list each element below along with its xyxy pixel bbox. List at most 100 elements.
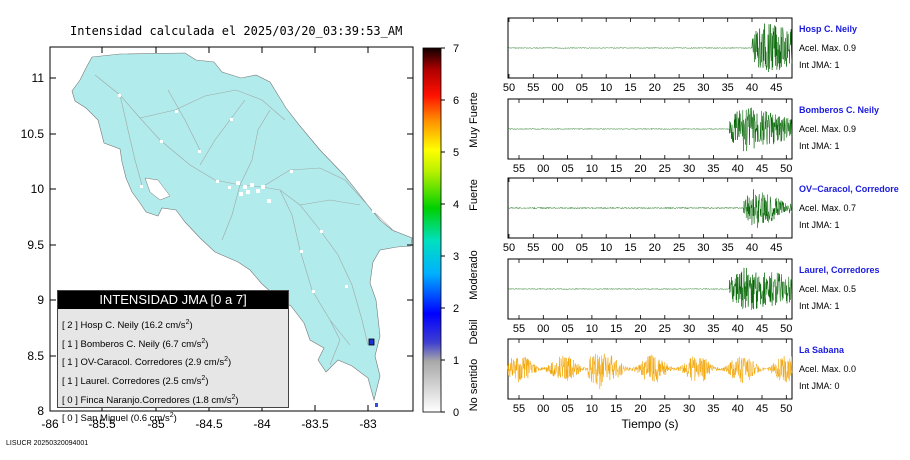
seismogram-tick-label: 05 [576,82,588,94]
seismogram-tick-label: 30 [683,403,695,415]
seismogram-tick-label: 20 [649,82,661,94]
station-jma-intensity: Int JMA: 0 [799,381,840,391]
seismogram-tick-label: 45 [770,242,782,254]
seismogram-tick-label: 45 [770,82,782,94]
station-jma-intensity: Int JMA: 1 [799,141,840,151]
legend-item: [ 2 ] Hosp C. Neily (16.2 cm/s2) [62,315,239,334]
legend-item-unit-exponent: 2 [201,374,206,382]
map-x-tick-label: -84.5 [195,417,223,431]
colorbar-category-label: Moderado [468,250,480,300]
seismogram-tick-label: 55 [527,82,539,94]
station-info: OV−Caracol, Corredore Acel. Max. 0.7 Int J… [799,184,899,234]
seismogram-tick-label: 30 [683,163,695,175]
legend-item-level: [ 1 ] [62,357,78,369]
station-name: Hosp C. Neily [799,24,858,34]
costa-rica-landmass [71,52,413,402]
station-max-acceleration: Acel. Max. 0.7 [799,203,857,213]
seismogram-panel: 50 55 00 05 10 15 20 25 30 35 40 45 [503,177,793,254]
legend-title: INTENSIDAD JMA [0 a 7] [58,291,288,309]
seismogram-tick-label: 05 [561,403,573,415]
seismogram-tick-label: 20 [634,163,646,175]
seismogram-tick-label: 55 [527,242,539,254]
legend-item-level: [ 2 ] [62,320,78,332]
legend-list: [ 2 ] Hosp C. Neily (16.2 cm/s2) [ 1 ] Bo… [62,315,239,427]
station-info: La Sabana Acel. Max. 0.0 Int JMA: 0 [799,345,856,395]
seismogram-panel: 55 00 05 10 15 20 25 30 35 40 45 50 [507,258,793,335]
legend-item-value: (0.6 cm/s [130,413,170,425]
seismogram-tick-label: 55 [513,403,525,415]
seismogram-tick-label: 35 [722,82,734,94]
seismogram-tick-label: 15 [624,82,636,94]
seismogram-tick-label: 40 [732,323,744,335]
intensity-colorbar: 0 1 2 3 4 5 6 7 No sentido Debil Moderado Fuerte Mu… [422,43,480,419]
legend-item-station: Hosp C. Neily [80,320,139,332]
legend-item-unit-exponent: 2 [185,319,190,326]
seismogram-tick-label: 10 [600,82,612,94]
seismogram-tick-label: 50 [780,323,792,335]
legend-item: [ 0 ] Finca Naranjo.Corredores (1.8 cm/s… [62,390,239,409]
colorbar-tick-label: 2 [453,303,459,315]
legend-item-station: Laurel. Corredores [80,376,160,388]
seismogram-tick-label: 35 [722,242,734,254]
legend-item-close: ) [173,413,177,425]
seismogram-tick-label: 25 [659,403,671,415]
seismogram-tick-label: 35 [707,403,719,415]
map-x-tick-label: -84 [253,417,271,431]
station-info: Laurel, Corredores Acel. Max. 0.5 Int JMA:… [799,265,880,315]
seismogram-tick-label: 50 [503,242,515,254]
legend-item-close: ) [189,320,193,332]
seismogram-tick-label: 05 [561,163,573,175]
station-info: Hosp C. Neily Acel. Max. 0.9 Int JMA: 1 [799,24,857,74]
seismogram-tick-label: 00 [551,82,563,94]
seismogram-tick-label: 20 [634,403,646,415]
legend-item-station: San Miguel [80,413,129,425]
colorbar-tick-label: 4 [453,199,459,211]
seismogram-tick-label: 55 [513,163,525,175]
seismogram-tick-label: 40 [746,242,758,254]
seismogram-tick-label: 15 [610,403,622,415]
colorbar-tick-label: 3 [453,251,459,263]
colorbar-tick-label: 7 [453,43,459,55]
map-x-tick-label: -85 [147,417,165,431]
seismogram-tick-label: 10 [586,323,598,335]
seismogram-tick-label: 45 [756,403,768,415]
legend-item-station: Bomberos C. Neily [80,338,160,350]
seismogram-tick-label: 45 [756,323,768,335]
legend-item-unit-exponent: 2 [169,412,174,420]
seismogram-tick-label: 00 [537,403,549,415]
seismogram-tick-label: 30 [683,323,695,335]
map-y-tick-label: 8 [37,404,44,418]
colorbar-category-label: No sentido [468,359,480,412]
legend-item-level: [ 1 ] [62,338,78,350]
station-marker-intensity-1 [375,403,378,407]
map-y-tick-label: 8.5 [27,349,44,363]
seismogram-tick-label: 40 [732,403,744,415]
seismogram-trace [507,189,793,228]
seismogram-tick-label: 10 [586,403,598,415]
seismogram-tick-label: 20 [634,323,646,335]
legend-item-unit-exponent: 2 [224,356,228,364]
legend-item-level: [ 0 ] [62,413,78,425]
legend-item-station: Finca Naranjo.Corredores [80,394,190,406]
legend-item-value: (2.9 cm/s [185,357,225,369]
station-max-acceleration: Acel. Max. 0.9 [799,124,857,134]
footer-id: LISUCR 20250320094001 [6,440,89,447]
map-x-tick-label: -83 [359,417,377,431]
seismogram-tick-label: 25 [673,242,685,254]
colorbar-category-label: Fuerte [468,179,480,211]
map-y-axis: 8 8.5 9 9.5 10 10.5 11 [21,71,413,418]
seismogram-tick-label: 45 [756,163,768,175]
colorbar-tick-label: 0 [453,407,459,419]
station-max-acceleration: Acel. Max. 0.5 [799,284,857,294]
map-y-tick-label: 9.5 [27,238,44,252]
station-name: Bomberos C. Neily [799,105,880,115]
colorbar-category-label: Debil [468,319,480,344]
seismogram-tick-label: 00 [537,163,549,175]
station-jma-intensity: Int JMA: 1 [799,60,840,70]
legend-item: [ 0 ] San Miguel (0.6 cm/s2) [62,408,239,427]
seismogram-trace [507,107,793,152]
station-info: Bomberos C. Neily Acel. Max. 0.9 Int JMA: … [799,105,879,155]
seismogram-tick-label: 05 [576,242,588,254]
station-jma-intensity: Int JMA: 1 [799,220,840,230]
legend-item: [ 1 ] Laurel. Corredores (2.5 cm/s2) [62,371,239,390]
